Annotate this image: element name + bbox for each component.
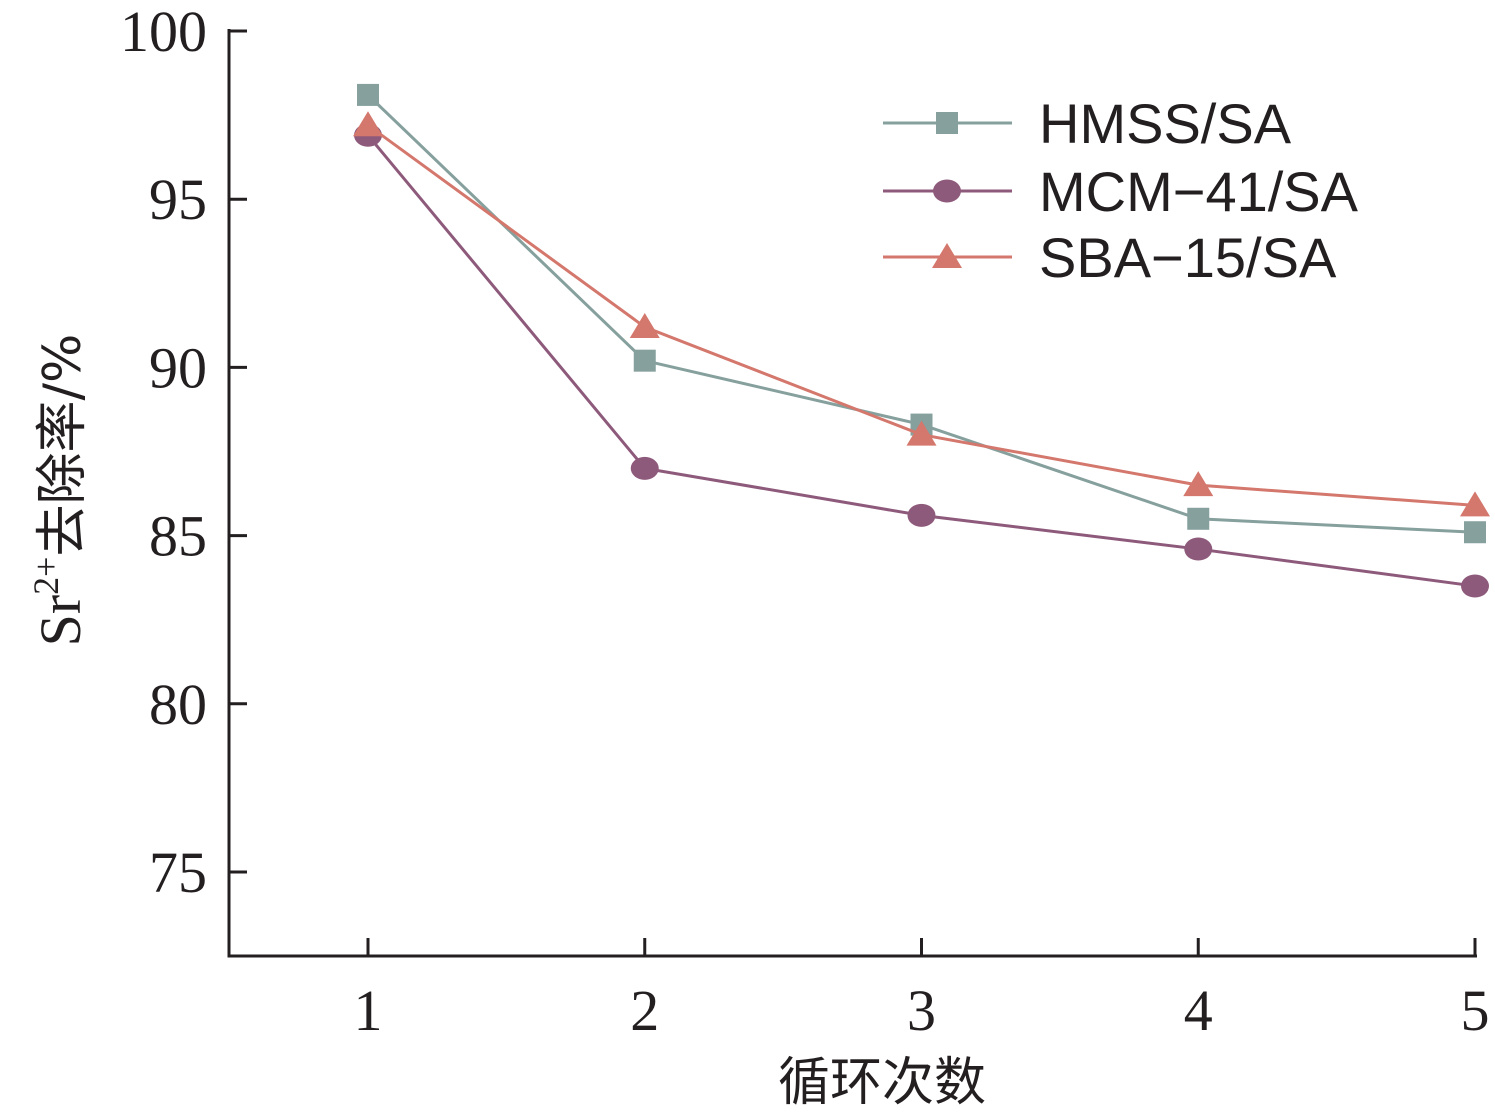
x-tick-label: 5 bbox=[1461, 978, 1490, 1043]
y-axis-title: Sr2+去除率/% bbox=[26, 334, 93, 647]
series-group bbox=[353, 83, 1490, 598]
data-point bbox=[1460, 491, 1490, 517]
legend-marker bbox=[932, 243, 962, 268]
legend-marker bbox=[936, 112, 958, 134]
data-point bbox=[633, 349, 656, 372]
x-axis-title: 循环次数 bbox=[778, 1053, 986, 1113]
x-ticks: 1 2 3 4 5 bbox=[354, 938, 1490, 1043]
x-tick-label: 4 bbox=[1184, 978, 1213, 1043]
x-tick-label: 3 bbox=[907, 978, 936, 1043]
data-point bbox=[1461, 574, 1489, 598]
legend-label: MCM−41/SA bbox=[1039, 160, 1359, 223]
y-tick-label: 95 bbox=[149, 167, 207, 232]
y-tick-label: 90 bbox=[149, 335, 207, 400]
data-point bbox=[630, 456, 659, 480]
data-point bbox=[357, 83, 379, 106]
data-point bbox=[1184, 537, 1213, 561]
data-point bbox=[907, 503, 936, 527]
legend-item: MCM−41/SA bbox=[883, 160, 1359, 223]
data-point bbox=[1464, 521, 1486, 544]
legend-label: HMSS/SA bbox=[1039, 92, 1292, 155]
x-tick-label: 1 bbox=[354, 978, 383, 1043]
y-tick-label: 80 bbox=[149, 672, 207, 737]
data-point bbox=[1183, 471, 1214, 497]
y-ticks: 75 80 85 90 95 100 bbox=[120, 0, 247, 905]
x-tick-label: 2 bbox=[630, 978, 659, 1043]
y-tick-label: 75 bbox=[149, 840, 207, 905]
series-2 bbox=[354, 123, 1489, 598]
data-point bbox=[629, 313, 660, 339]
data-point bbox=[906, 420, 937, 446]
y-tick-label: 100 bbox=[120, 0, 207, 64]
series-3 bbox=[353, 111, 1490, 517]
axes bbox=[227, 29, 1477, 958]
legend-marker bbox=[933, 179, 961, 203]
data-point bbox=[353, 111, 383, 137]
y-tick-label: 85 bbox=[149, 504, 207, 569]
legend-item: SBA−15/SA bbox=[883, 226, 1337, 289]
series-1 bbox=[357, 83, 1486, 544]
legend-label: SBA−15/SA bbox=[1039, 226, 1337, 289]
data-point bbox=[1187, 507, 1210, 530]
legend-item: HMSS/SA bbox=[883, 92, 1292, 155]
